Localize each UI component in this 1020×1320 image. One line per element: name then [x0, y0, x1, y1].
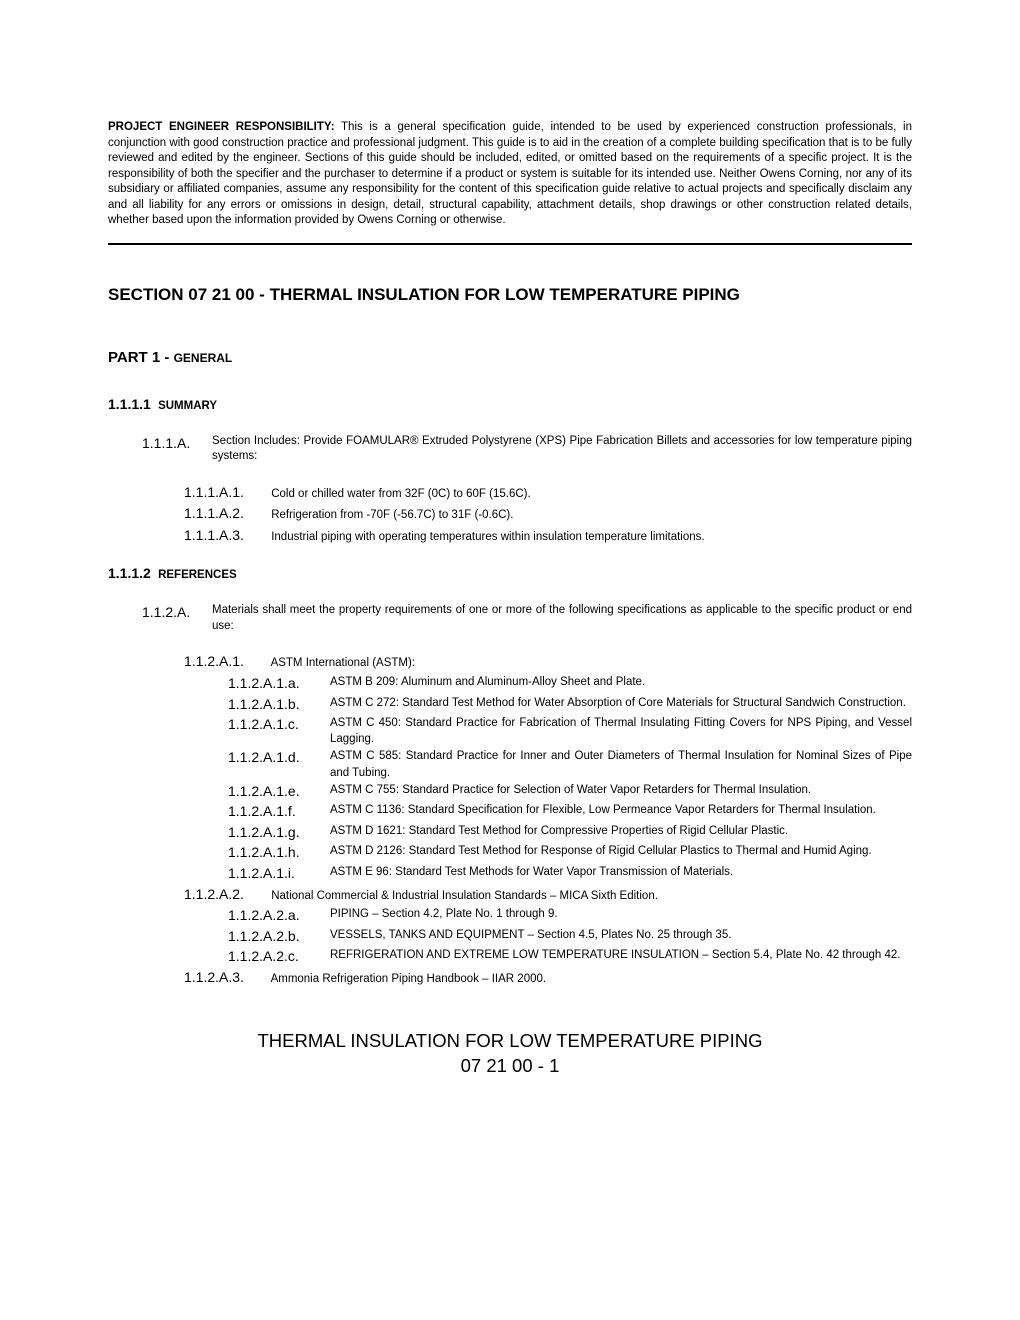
- summary-a-text: Section Includes: Provide FOAMULAR® Extr…: [212, 434, 912, 465]
- summary-heading: 1.1.1.1 SUMMARY: [108, 396, 912, 412]
- mica-item-text: PIPING – Section 4.2, Plate No. 1 throug…: [330, 906, 912, 922]
- summary-item-text: Cold or chilled water from 32F (0C) to 6…: [271, 488, 530, 500]
- astm-item-num: 1.1.2.A.1.d.: [228, 748, 330, 768]
- summary-item-num: 1.1.1.A.1.: [184, 483, 268, 503]
- mica-item-num: 1.1.2.A.2.a.: [228, 906, 330, 926]
- astm-item-num: 1.1.2.A.1.f.: [228, 802, 330, 822]
- disclaimer-label: PROJECT ENGINEER RESPONSIBILITY:: [108, 121, 335, 133]
- summary-item-text: Refrigeration from -70F (-56.7C) to 31F …: [271, 509, 513, 521]
- astm-items: 1.1.2.A.1.a. ASTM B 209: Aluminum and Al…: [108, 674, 912, 884]
- astm-item-text: ASTM D 2126: Standard Test Method for Re…: [330, 843, 912, 859]
- summary-item: 1.1.1.A.3. Industrial piping with operat…: [184, 526, 912, 546]
- astm-item-text: ASTM C 450: Standard Practice for Fabric…: [330, 715, 912, 747]
- references-num: 1.1.1.2: [108, 565, 151, 581]
- summary-label: SUMMARY: [158, 400, 217, 412]
- references-a-block: 1.1.2.A. Materials shall meet the proper…: [142, 603, 912, 634]
- astm-item: 1.1.2.A.1.a. ASTM B 209: Aluminum and Al…: [228, 674, 912, 694]
- mica-items: 1.1.2.A.2.a. PIPING – Section 4.2, Plate…: [108, 906, 912, 967]
- mica-item-num: 1.1.2.A.2.b.: [228, 927, 330, 947]
- ref-group-text: National Commercial & Industrial Insulat…: [271, 890, 658, 902]
- part-title: PART 1 - GENERAL: [108, 349, 912, 366]
- horizontal-divider: [108, 243, 912, 245]
- part-title-suffix: GENERAL: [174, 351, 233, 365]
- page-footer: THERMAL INSULATION FOR LOW TEMPERATURE P…: [108, 1028, 912, 1080]
- disclaimer-text: This is a general specification guide, i…: [108, 121, 912, 226]
- astm-item: 1.1.2.A.1.f. ASTM C 1136: Standard Speci…: [228, 802, 912, 822]
- mica-item: 1.1.2.A.2.b. VESSELS, TANKS AND EQUIPMEN…: [228, 927, 912, 947]
- astm-item-text: ASTM C 1136: Standard Specification for …: [330, 802, 912, 818]
- mica-item: 1.1.2.A.2.a. PIPING – Section 4.2, Plate…: [228, 906, 912, 926]
- astm-item: 1.1.2.A.1.i. ASTM E 96: Standard Test Me…: [228, 864, 912, 884]
- mica-item-text: VESSELS, TANKS AND EQUIPMENT – Section 4…: [330, 927, 912, 943]
- astm-item-num: 1.1.2.A.1.g.: [228, 823, 330, 843]
- footer-page-number: 07 21 00 - 1: [108, 1053, 912, 1079]
- document-page: PROJECT ENGINEER RESPONSIBILITY: This is…: [0, 0, 1020, 1129]
- astm-item-num: 1.1.2.A.1.c.: [228, 715, 330, 735]
- ref-group-mica: 1.1.2.A.2. National Commercial & Industr…: [184, 885, 912, 905]
- astm-item-text: ASTM C 272: Standard Test Method for Wat…: [330, 695, 912, 711]
- ref-group-iiar: 1.1.2.A.3. Ammonia Refrigeration Piping …: [184, 968, 912, 988]
- mica-item-text: REFRIGERATION AND EXTREME LOW TEMPERATUR…: [330, 947, 912, 963]
- footer-title: THERMAL INSULATION FOR LOW TEMPERATURE P…: [108, 1028, 912, 1054]
- section-title: SECTION 07 21 00 - THERMAL INSULATION FO…: [108, 285, 912, 305]
- astm-item: 1.1.2.A.1.d. ASTM C 585: Standard Practi…: [228, 748, 912, 780]
- summary-item-num: 1.1.1.A.2.: [184, 504, 268, 524]
- summary-num: 1.1.1.1: [108, 396, 151, 412]
- astm-item: 1.1.2.A.1.b. ASTM C 272: Standard Test M…: [228, 695, 912, 715]
- summary-item: 1.1.1.A.2. Refrigeration from -70F (-56.…: [184, 504, 912, 524]
- summary-item: 1.1.1.A.1. Cold or chilled water from 32…: [184, 483, 912, 503]
- astm-item-text: ASTM E 96: Standard Test Methods for Wat…: [330, 864, 912, 880]
- summary-a-block: 1.1.1.A. Section Includes: Provide FOAMU…: [142, 434, 912, 465]
- references-a-text: Materials shall meet the property requir…: [212, 603, 912, 634]
- astm-item: 1.1.2.A.1.g. ASTM D 1621: Standard Test …: [228, 823, 912, 843]
- astm-item-text: ASTM C 755: Standard Practice for Select…: [330, 782, 912, 798]
- mica-item-num: 1.1.2.A.2.c.: [228, 947, 330, 967]
- astm-item-num: 1.1.2.A.1.h.: [228, 843, 330, 863]
- ref-group-num: 1.1.2.A.2.: [184, 885, 268, 905]
- ref-group-num: 1.1.2.A.3.: [184, 968, 268, 988]
- astm-item: 1.1.2.A.1.h. ASTM D 2126: Standard Test …: [228, 843, 912, 863]
- mica-item: 1.1.2.A.2.c. REFRIGERATION AND EXTREME L…: [228, 947, 912, 967]
- summary-items: 1.1.1.A.1. Cold or chilled water from 32…: [108, 483, 912, 546]
- astm-item-text: ASTM B 209: Aluminum and Aluminum-Alloy …: [330, 674, 912, 690]
- summary-a-num: 1.1.1.A.: [142, 434, 212, 453]
- astm-item-num: 1.1.2.A.1.i.: [228, 864, 330, 884]
- astm-item: 1.1.2.A.1.c. ASTM C 450: Standard Practi…: [228, 715, 912, 747]
- references-label: REFERENCES: [158, 569, 237, 581]
- disclaimer-block: PROJECT ENGINEER RESPONSIBILITY: This is…: [108, 120, 912, 229]
- references-heading: 1.1.1.2 REFERENCES: [108, 565, 912, 581]
- astm-item-num: 1.1.2.A.1.e.: [228, 782, 330, 802]
- ref-group-astm: 1.1.2.A.1. ASTM International (ASTM):: [184, 652, 912, 672]
- astm-item-num: 1.1.2.A.1.b.: [228, 695, 330, 715]
- summary-item-text: Industrial piping with operating tempera…: [271, 531, 704, 543]
- ref-group-text: ASTM International (ASTM):: [271, 657, 415, 669]
- references-a-num: 1.1.2.A.: [142, 603, 212, 622]
- astm-item-num: 1.1.2.A.1.a.: [228, 674, 330, 694]
- astm-item-text: ASTM C 585: Standard Practice for Inner …: [330, 748, 912, 780]
- summary-item-num: 1.1.1.A.3.: [184, 526, 268, 546]
- ref-group-text: Ammonia Refrigeration Piping Handbook – …: [271, 973, 547, 985]
- ref-group-num: 1.1.2.A.1.: [184, 652, 268, 672]
- astm-item-text: ASTM D 1621: Standard Test Method for Co…: [330, 823, 912, 839]
- part-title-main: PART 1 -: [108, 349, 174, 366]
- astm-item: 1.1.2.A.1.e. ASTM C 755: Standard Practi…: [228, 782, 912, 802]
